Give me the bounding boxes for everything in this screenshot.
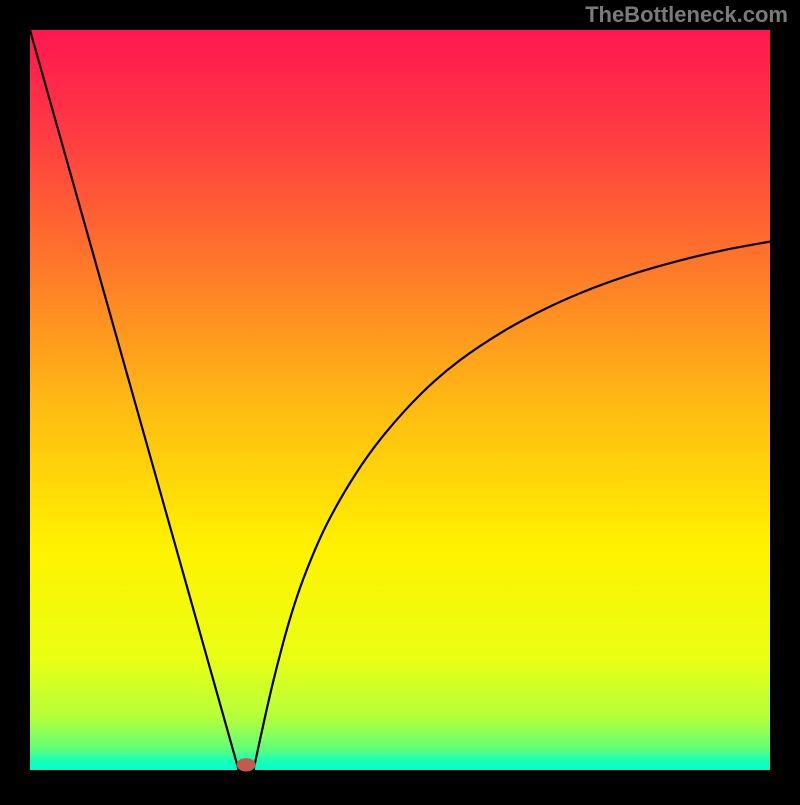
optimal-point-marker	[236, 758, 255, 771]
plot-background	[30, 30, 770, 770]
chart-frame	[0, 0, 800, 800]
watermark-text: TheBottleneck.com	[585, 2, 788, 28]
plot-area	[0, 0, 800, 800]
